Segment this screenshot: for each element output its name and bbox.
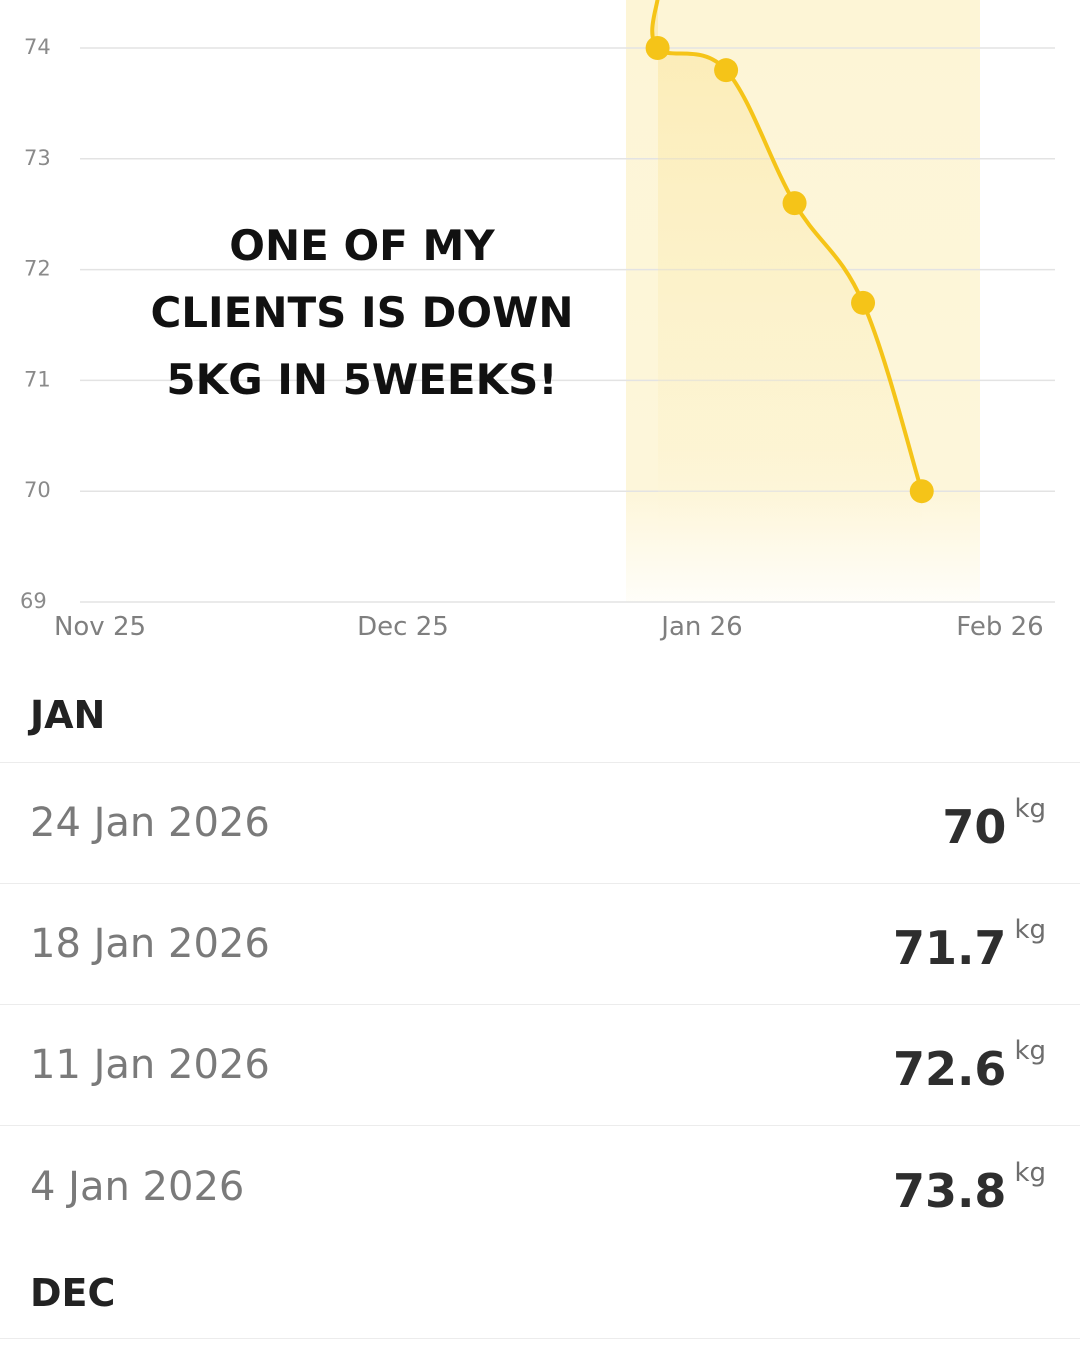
entry-weight: 73.8 kg — [893, 1160, 1046, 1214]
entry-weight-value: 70 — [942, 800, 1007, 854]
month-header-dec: DEC — [0, 1247, 1080, 1339]
entry-weight: 71.7 kg — [893, 917, 1046, 971]
y-tick-label: 73 — [24, 146, 51, 170]
x-tick-label: Jan 26 — [659, 612, 742, 642]
weight-chart-svg: 74 73 72 71 70 69 Nov 25 Dec 25 Jan 26 Feb 26 ON… — [20, 0, 1055, 642]
y-axis-ticks: 74 73 72 71 70 69 — [20, 35, 51, 613]
y-tick-label: 71 — [24, 367, 51, 391]
month-header-jan: JAN — [0, 668, 1080, 763]
entry-date: 4 Jan 2026 — [30, 1163, 245, 1210]
y-tick-label: 69 — [20, 589, 47, 613]
x-tick-label: Dec 25 — [357, 612, 449, 642]
x-tick-label: Feb 26 — [956, 612, 1043, 642]
entry-weight-unit: kg — [1014, 1157, 1046, 1188]
x-tick-label: Nov 25 — [54, 612, 146, 642]
data-points — [645, 36, 934, 504]
entry-date: 24 Jan 2026 — [30, 800, 270, 846]
x-axis-ticks: Nov 25 Dec 25 Jan 26 Feb 26 — [54, 612, 1044, 642]
weight-entry[interactable]: 24 Jan 2026 70 kg — [0, 763, 1080, 884]
y-tick-label: 74 — [24, 35, 51, 59]
overlay-line-3: 5KG IN 5WEEKS! — [166, 355, 557, 404]
weight-entry[interactable]: 18 Jan 2026 71.7 kg — [0, 884, 1080, 1005]
entry-weight-unit: kg — [1014, 1036, 1046, 1066]
overlay-line-2: CLIENTS IS DOWN — [150, 288, 573, 337]
weight-entry[interactable]: 11 Jan 2026 72.6 kg — [0, 1005, 1080, 1126]
entry-weight-value: 72.6 — [892, 1042, 1007, 1096]
entry-weight-value: 73.8 — [892, 1163, 1007, 1218]
entry-weight: 72.6 kg — [893, 1038, 1046, 1092]
weight-chart[interactable]: 74 73 72 71 70 69 Nov 25 Dec 25 Jan 26 Feb 26 ON… — [0, 0, 1080, 660]
y-tick-label: 72 — [24, 257, 51, 281]
data-point[interactable] — [909, 479, 934, 504]
overlay-caption: ONE OF MY CLIENTS IS DOWN 5KG IN 5WEEKS! — [150, 221, 573, 404]
area-fill — [652, 0, 922, 602]
entry-weight-value: 71.7 — [892, 921, 1007, 975]
entry-weight-unit: kg — [1014, 915, 1046, 945]
entry-weight-unit: kg — [1014, 794, 1046, 824]
entry-weight: 70 kg — [942, 796, 1046, 850]
overlay-line-1: ONE OF MY — [229, 221, 495, 270]
entry-date: 18 Jan 2026 — [30, 921, 270, 967]
entry-date: 11 Jan 2026 — [30, 1042, 270, 1088]
data-point[interactable] — [851, 290, 876, 315]
weight-entry[interactable]: 4 Jan 2026 73.8 kg — [0, 1126, 1080, 1247]
y-tick-label: 70 — [24, 478, 51, 502]
data-point[interactable] — [714, 58, 739, 83]
weight-log-list: JAN 24 Jan 2026 70 kg 18 Jan 2026 71.7 k… — [0, 668, 1080, 1339]
data-point[interactable] — [782, 191, 807, 216]
data-point[interactable] — [645, 36, 670, 60]
